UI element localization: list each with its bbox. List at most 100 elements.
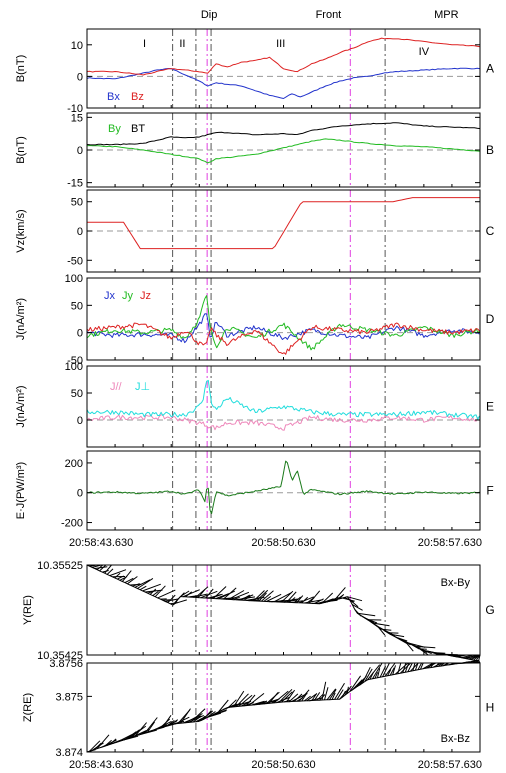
series-jx-line xyxy=(86,313,480,344)
field-vector xyxy=(420,662,424,670)
field-vector xyxy=(205,588,214,599)
field-vector xyxy=(134,722,147,737)
field-vector xyxy=(341,690,346,698)
field-vector xyxy=(218,699,229,713)
field-vector xyxy=(142,583,161,592)
field-vector xyxy=(273,592,292,603)
field-vector xyxy=(268,692,279,704)
field-vector xyxy=(387,669,392,676)
field-vector xyxy=(190,708,206,723)
y-axis-label: B(nT) xyxy=(15,55,27,83)
field-vector xyxy=(369,672,374,680)
series-jz-line xyxy=(86,322,480,355)
interval-label: I xyxy=(143,38,146,50)
field-vector xyxy=(139,585,147,591)
field-vector xyxy=(326,688,337,701)
field-vector xyxy=(303,695,311,702)
field-vector xyxy=(334,587,346,601)
field-vector xyxy=(392,665,396,675)
panel-letter: G xyxy=(485,603,494,617)
field-vector xyxy=(233,690,245,708)
field-vector xyxy=(286,689,296,703)
field-vector xyxy=(281,691,293,703)
y-tick-label: 3.875 xyxy=(55,691,83,703)
field-vector xyxy=(167,594,176,603)
field-vector xyxy=(235,693,249,707)
panel-b: -15 0 15 B(nT) B By BT xyxy=(15,112,494,189)
field-vector xyxy=(313,692,321,701)
y-tick-label: 0 xyxy=(77,71,83,83)
field-vector xyxy=(364,668,373,682)
time-label-mid: 20:58:50.630 xyxy=(251,537,315,549)
field-vector xyxy=(417,662,423,670)
field-vector xyxy=(397,662,402,674)
field-vector xyxy=(114,572,121,579)
field-vector xyxy=(329,689,337,700)
y-tick-label: -10 xyxy=(67,103,83,115)
field-vector xyxy=(94,742,102,750)
field-vector xyxy=(288,597,296,603)
panel-frame xyxy=(86,662,481,753)
field-vector xyxy=(117,575,125,580)
field-vector xyxy=(299,596,314,604)
field-vector xyxy=(263,595,272,602)
field-vector xyxy=(185,591,193,598)
legend-jperp: J⊥ xyxy=(135,381,150,393)
field-vector xyxy=(127,729,140,740)
field-vector xyxy=(334,683,345,700)
field-vector xyxy=(152,590,159,597)
field-vector xyxy=(361,666,371,684)
series-ej-line xyxy=(86,460,480,514)
field-vector xyxy=(258,592,267,602)
field-vector xyxy=(430,662,435,668)
field-vector xyxy=(404,641,414,652)
series-by-line xyxy=(86,138,481,164)
field-vector xyxy=(331,692,336,700)
field-vector xyxy=(147,721,156,733)
field-vector xyxy=(212,586,227,599)
time-label-start: 20:58:43.630 xyxy=(69,759,133,771)
panel-letter: A xyxy=(486,62,494,76)
legend-bz: Bz xyxy=(131,91,144,103)
field-vector xyxy=(311,693,318,701)
y-tick-label: 0 xyxy=(77,415,83,427)
field-vector xyxy=(414,662,419,671)
field-vector xyxy=(154,585,166,598)
time-label-end: 20:58:57.630 xyxy=(418,759,482,771)
y-tick-label: 3.874 xyxy=(55,747,83,759)
field-vector xyxy=(180,708,191,724)
field-vector xyxy=(248,693,265,706)
series-jy-line xyxy=(86,295,480,351)
field-vector xyxy=(308,590,321,604)
y-tick-label: 0 xyxy=(77,328,83,340)
field-vector xyxy=(293,693,303,702)
legend-bt: BT xyxy=(131,123,145,135)
interval-label: III xyxy=(276,38,285,50)
field-vector xyxy=(382,662,390,677)
field-vector xyxy=(377,625,386,636)
field-vector xyxy=(427,662,434,669)
field-vector xyxy=(367,664,381,681)
series-bx-line xyxy=(86,67,481,99)
field-vector xyxy=(195,586,209,598)
field-vector xyxy=(478,654,481,662)
field-vector xyxy=(102,570,109,573)
field-vector xyxy=(253,590,265,602)
field-vector xyxy=(293,596,301,603)
field-vector xyxy=(132,583,140,587)
field-vector xyxy=(390,633,405,638)
field-vector xyxy=(147,590,157,594)
field-vector xyxy=(399,662,412,674)
event-label-dip: Dip xyxy=(201,9,218,21)
event-label-mpr: MPR xyxy=(434,9,459,21)
y-tick-label: 100 xyxy=(65,361,83,373)
field-vector xyxy=(316,693,324,701)
time-label-mid: 20:58:50.630 xyxy=(251,759,315,771)
field-vector xyxy=(379,665,386,678)
field-vector xyxy=(352,604,363,611)
y-axis-label: J(nA/m²) xyxy=(15,298,27,340)
y-axis-label: J(nA/m²) xyxy=(15,385,27,427)
field-vector xyxy=(96,734,110,750)
field-vector xyxy=(109,569,127,577)
